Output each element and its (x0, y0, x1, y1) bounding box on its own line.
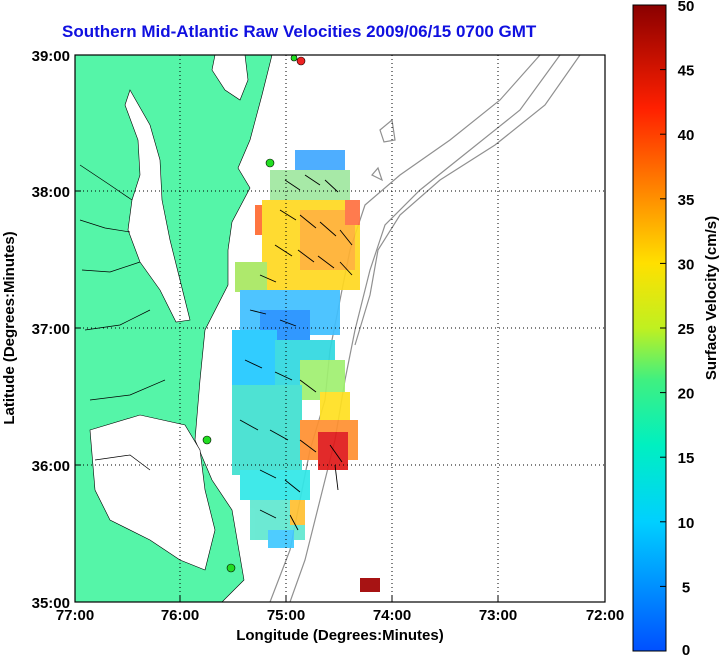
y-tick-label: 38:00 (32, 184, 70, 201)
colorbar-tick-label: 35 (678, 192, 695, 209)
y-axis-label: Latitude (Degrees:Minutes) (1, 231, 18, 424)
colorbar-tick-label: 5 (682, 579, 690, 596)
y-tick-label: 37:00 (32, 321, 70, 338)
colorbar-tick-label: 50 (678, 0, 695, 15)
colorbar-tick-label: 25 (678, 321, 695, 338)
colorbar-ticks (660, 4, 666, 652)
colorbar-tick-label: 15 (678, 450, 695, 467)
colorbar-tick-label: 30 (678, 256, 695, 273)
colorbar-tick-label: 40 (678, 127, 695, 144)
tick-marks (74, 54, 606, 603)
radar-station-marker (265, 158, 275, 168)
colorbar-tick-label: 45 (678, 63, 695, 80)
radar-station-marker (202, 435, 212, 445)
velocity-vectors (239, 174, 353, 531)
colorbar-tick-label: 0 (682, 642, 690, 659)
velocity-field (232, 150, 380, 592)
pamlico-sound (89, 414, 216, 571)
colorbar-tick-label: 10 (678, 515, 695, 532)
radar-station-marker (296, 56, 306, 66)
x-tick-label: 77:00 (56, 607, 94, 624)
colorbar-tick-label: 20 (678, 386, 695, 403)
radar-station-marker (290, 55, 298, 62)
x-tick-label: 76:00 (161, 607, 199, 624)
chesapeake-bay (124, 89, 191, 323)
map-grid (75, 55, 605, 602)
x-tick-label: 73:00 (479, 607, 517, 624)
y-tick-label: 36:00 (32, 458, 70, 475)
rivers (79, 164, 166, 471)
x-tick-label: 75:00 (267, 607, 305, 624)
y-tick-label: 39:00 (32, 48, 70, 65)
map-title: Southern Mid-Atlantic Raw Velocities 200… (62, 22, 537, 41)
delaware-bay (211, 55, 249, 101)
x-axis-label: Longitude (Degrees:Minutes) (236, 627, 444, 644)
radar-station-marker (226, 563, 236, 573)
x-tick-label: 74:00 (373, 607, 411, 624)
colorbar-label: Surface Velocity (cm/s) (703, 216, 720, 380)
y-tick-label: 35:00 (32, 595, 70, 612)
x-tick-label: 72:00 (586, 607, 624, 624)
